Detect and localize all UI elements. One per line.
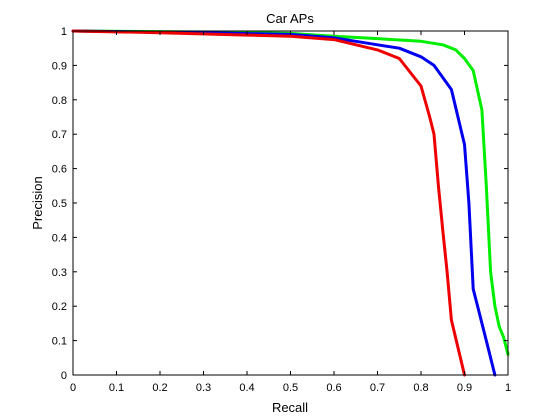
x-tick-label: 0.2 [152,382,167,394]
y-tick-label: 0.2 [52,301,67,313]
x-tick-label: 1 [505,382,511,394]
x-tick-label: 0 [70,382,76,394]
y-tick-label: 0 [61,370,67,382]
series-layer [71,29,510,377]
y-tick-label: 0.4 [52,232,67,244]
y-axis-label: Precision [30,176,45,229]
x-tick-label: 0.1 [109,382,124,394]
series-line-2 [71,29,497,377]
x-tick-label: 0.4 [239,382,254,394]
x-tick-label: 0.3 [196,382,211,394]
y-tick-label: 0.1 [52,336,67,348]
x-tick-label: 0.6 [326,382,341,394]
plot-background [73,31,508,375]
x-tick-label: 0.8 [413,382,428,394]
series-line-3 [71,29,466,377]
y-tick-label: 0.7 [52,129,67,141]
y-tick-label: 1 [61,26,67,38]
y-tick-label: 0.8 [52,95,67,107]
tick-layer: 0 0.1 0.2 0.3 0.4 0.5 0.6 0.7 0.8 0.9 1 0 0.1 0.2 0.3 0… [52,26,511,394]
x-tick-label: 0.9 [457,382,472,394]
y-tick-label: 0.3 [52,267,67,279]
x-tick-label: 0.7 [370,382,385,394]
y-tick-label: 0.6 [52,164,67,176]
x-tick-label: 0.5 [283,382,298,394]
y-tick-label: 0.5 [52,198,67,210]
y-tick-label: 0.9 [52,60,67,72]
chart-title: Car APs [266,11,314,26]
x-axis-label: Recall [272,400,308,415]
